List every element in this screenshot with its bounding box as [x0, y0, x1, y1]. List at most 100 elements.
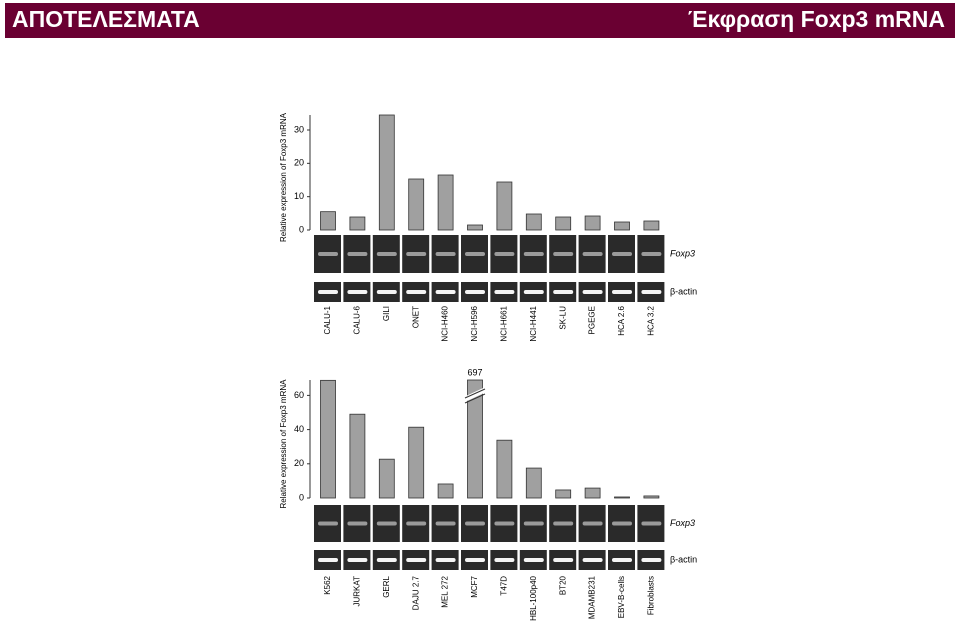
gel-band — [318, 558, 338, 562]
y-tick-label: 20 — [294, 158, 304, 168]
x-tick-label: HCA 2.6 — [617, 305, 626, 335]
axis-break-line — [464, 393, 486, 404]
lane-label: Foxp3 — [670, 518, 695, 528]
gel-band — [318, 290, 338, 294]
gel-band — [641, 521, 662, 526]
gel-band — [435, 290, 456, 294]
bar — [467, 379, 483, 499]
gel-band — [347, 252, 368, 256]
bar — [584, 215, 601, 231]
bar — [555, 489, 572, 499]
gel-band — [582, 558, 603, 562]
gel-band — [318, 521, 338, 526]
x-tick-label: GILI — [382, 306, 391, 321]
lane-label: Foxp3 — [670, 248, 695, 258]
gel-band — [376, 290, 397, 294]
gel-band — [582, 252, 603, 256]
y-tick-label: 60 — [294, 390, 304, 400]
y-axis-label: Relative expression of Foxp3 mRNA — [279, 112, 288, 242]
x-tick-label: SK-LU — [558, 306, 567, 330]
bar — [320, 211, 336, 231]
x-tick-label: MDAMB231 — [588, 575, 597, 619]
axis-break-line — [464, 388, 486, 399]
x-tick-label: NCI-H460 — [441, 305, 450, 341]
x-tick-label: NCI-H661 — [500, 305, 509, 341]
gel-band — [523, 252, 544, 256]
gel-band — [435, 521, 456, 526]
gel-band — [612, 558, 632, 562]
bar — [525, 213, 542, 231]
x-tick-label: NCI-H596 — [470, 305, 479, 341]
gel-band — [553, 290, 574, 294]
x-tick-label: HCA 3.2 — [647, 305, 656, 335]
gel-band — [465, 521, 485, 526]
bar — [437, 174, 454, 231]
bar — [525, 467, 542, 499]
bar — [496, 181, 513, 231]
header-bar — [5, 3, 955, 38]
x-tick-label: HBL-100p40 — [529, 575, 538, 620]
gel-band — [347, 558, 368, 562]
bar — [467, 224, 483, 231]
gel-band — [435, 558, 456, 562]
gel-band — [553, 521, 574, 526]
gel-band — [347, 521, 368, 526]
x-tick-label: DAJU 2.7 — [411, 575, 420, 610]
y-tick-label: 10 — [294, 191, 304, 201]
title: ΑΠΟΤΕΛΕΣΜΑΤΑ — [12, 6, 200, 32]
x-tick-label: PGEGE — [588, 306, 597, 334]
x-tick-label: GERL — [382, 575, 391, 597]
bar — [349, 216, 366, 231]
gel-band — [523, 521, 544, 526]
x-tick-label: BT20 — [558, 575, 567, 595]
gel-band — [612, 290, 632, 294]
x-tick-label: CALU-1 — [323, 305, 332, 334]
bar — [555, 216, 572, 231]
bar — [643, 495, 660, 499]
x-tick-label: CALU-6 — [353, 305, 362, 334]
gel-band — [465, 252, 485, 256]
y-tick-label: 0 — [299, 224, 304, 234]
gel-band — [376, 521, 397, 526]
gel-band — [641, 290, 662, 294]
bar — [496, 439, 513, 499]
x-tick-label: EBV-B-cells — [617, 576, 626, 618]
x-tick-label: K562 — [323, 575, 332, 594]
gel-band — [641, 558, 662, 562]
gel-band — [582, 290, 603, 294]
gel-band — [406, 558, 427, 562]
y-tick-label: 0 — [299, 492, 304, 502]
bar — [408, 178, 425, 231]
x-tick-label: JURKAT — [353, 576, 362, 607]
gel-band — [612, 252, 632, 256]
gel-band — [553, 252, 574, 256]
lane-label: β-actin — [670, 286, 697, 296]
gel-band — [465, 558, 485, 562]
lane-label: β-actin — [670, 554, 697, 564]
y-tick-label: 40 — [294, 424, 304, 434]
bar — [584, 487, 601, 499]
gel-band — [318, 252, 338, 256]
gel-band — [641, 252, 662, 256]
gel-band — [523, 558, 544, 562]
y-axis-label: Relative expression of Foxp3 mRNA — [279, 379, 288, 509]
bar — [349, 413, 366, 499]
gel-band — [465, 290, 485, 294]
x-tick-label: Fibroblasts — [647, 576, 656, 615]
x-tick-label: T47D — [500, 576, 509, 596]
gel-band — [612, 521, 632, 526]
subtitle: Έκφραση Foxp3 mRNA — [688, 6, 945, 32]
bar — [408, 426, 425, 499]
gel-band — [494, 558, 515, 562]
value-label: 697 — [467, 367, 482, 377]
gel-band — [376, 558, 397, 562]
x-tick-label: NCI-H441 — [529, 305, 538, 341]
gel-band — [406, 521, 427, 526]
gel-band — [494, 252, 515, 256]
bar — [320, 379, 336, 499]
y-tick-label: 30 — [294, 124, 304, 134]
gel-band — [553, 558, 574, 562]
gel-band — [523, 290, 544, 294]
